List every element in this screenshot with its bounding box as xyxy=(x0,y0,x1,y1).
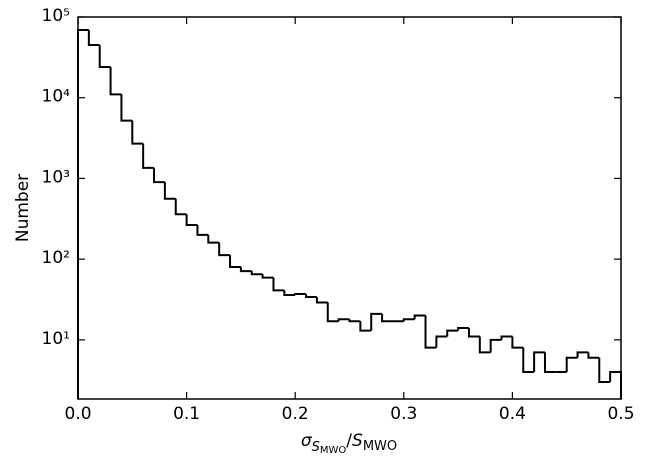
histogram-step xyxy=(218,242,231,257)
y-tick-label: 10¹ xyxy=(42,329,70,349)
histogram-step xyxy=(359,321,372,332)
histogram-step xyxy=(402,318,415,322)
x-tick-label: 0.2 xyxy=(282,404,309,424)
histogram-step xyxy=(87,30,100,46)
histogram-step xyxy=(587,352,600,359)
histogram-step xyxy=(489,338,502,353)
histogram-step xyxy=(250,271,263,276)
histogram-step xyxy=(174,198,187,216)
x-tick-label: 0.5 xyxy=(607,404,634,424)
histogram-step xyxy=(272,277,285,292)
histogram-step xyxy=(239,266,252,273)
histogram-step xyxy=(207,234,220,244)
histogram-step xyxy=(446,329,459,337)
histogram-step xyxy=(153,167,165,184)
histogram-step xyxy=(511,336,524,349)
histogram-step xyxy=(196,224,209,236)
histogram-step xyxy=(337,318,350,322)
x-axis-label: σSMWO/SMWO xyxy=(301,431,397,456)
histogram-step xyxy=(294,292,307,295)
histogram-step xyxy=(543,352,556,373)
y-tick-label: 10⁵ xyxy=(42,6,70,26)
histogram-step xyxy=(348,319,361,323)
histogram-step xyxy=(533,351,545,372)
histogram-step xyxy=(261,274,274,279)
histogram-step xyxy=(185,214,198,226)
x-tick-label: 0.4 xyxy=(499,404,526,424)
histogram-step xyxy=(131,120,144,145)
histogram-step xyxy=(370,312,383,331)
histogram-step xyxy=(413,314,426,320)
x-tick-label: 0.0 xyxy=(64,404,91,424)
histogram-step xyxy=(500,335,513,340)
x-tick-label: 0.1 xyxy=(173,404,200,424)
histogram-step xyxy=(478,336,491,354)
histogram-step xyxy=(283,290,296,296)
histogram-step xyxy=(229,255,241,268)
histogram-step xyxy=(98,44,111,69)
histogram-step xyxy=(522,347,535,373)
histogram-step xyxy=(163,182,176,200)
histogram-step xyxy=(435,335,448,348)
histogram-step xyxy=(381,313,393,323)
histogram-step xyxy=(142,143,155,169)
x-tick-label: 0.3 xyxy=(390,404,417,424)
y-tick-label: 10⁴ xyxy=(42,87,71,107)
histogram-step xyxy=(576,351,589,358)
histogram-step xyxy=(315,296,328,304)
histogram-step xyxy=(565,356,578,372)
histogram-step xyxy=(305,293,317,298)
y-tick-label: 10³ xyxy=(42,167,70,187)
plot-frame xyxy=(77,16,622,400)
histogram-step xyxy=(609,370,622,399)
histogram-step xyxy=(457,327,469,331)
y-axis-label: Number xyxy=(13,174,33,242)
y-tick-label: 10² xyxy=(42,248,70,268)
histogram-step xyxy=(326,302,339,323)
histogram-step xyxy=(120,94,133,122)
histogram-step xyxy=(424,315,437,349)
histogram-step xyxy=(598,357,611,384)
histogram-step xyxy=(77,29,89,399)
histogram-step xyxy=(467,328,480,338)
histogram-step xyxy=(109,67,122,96)
